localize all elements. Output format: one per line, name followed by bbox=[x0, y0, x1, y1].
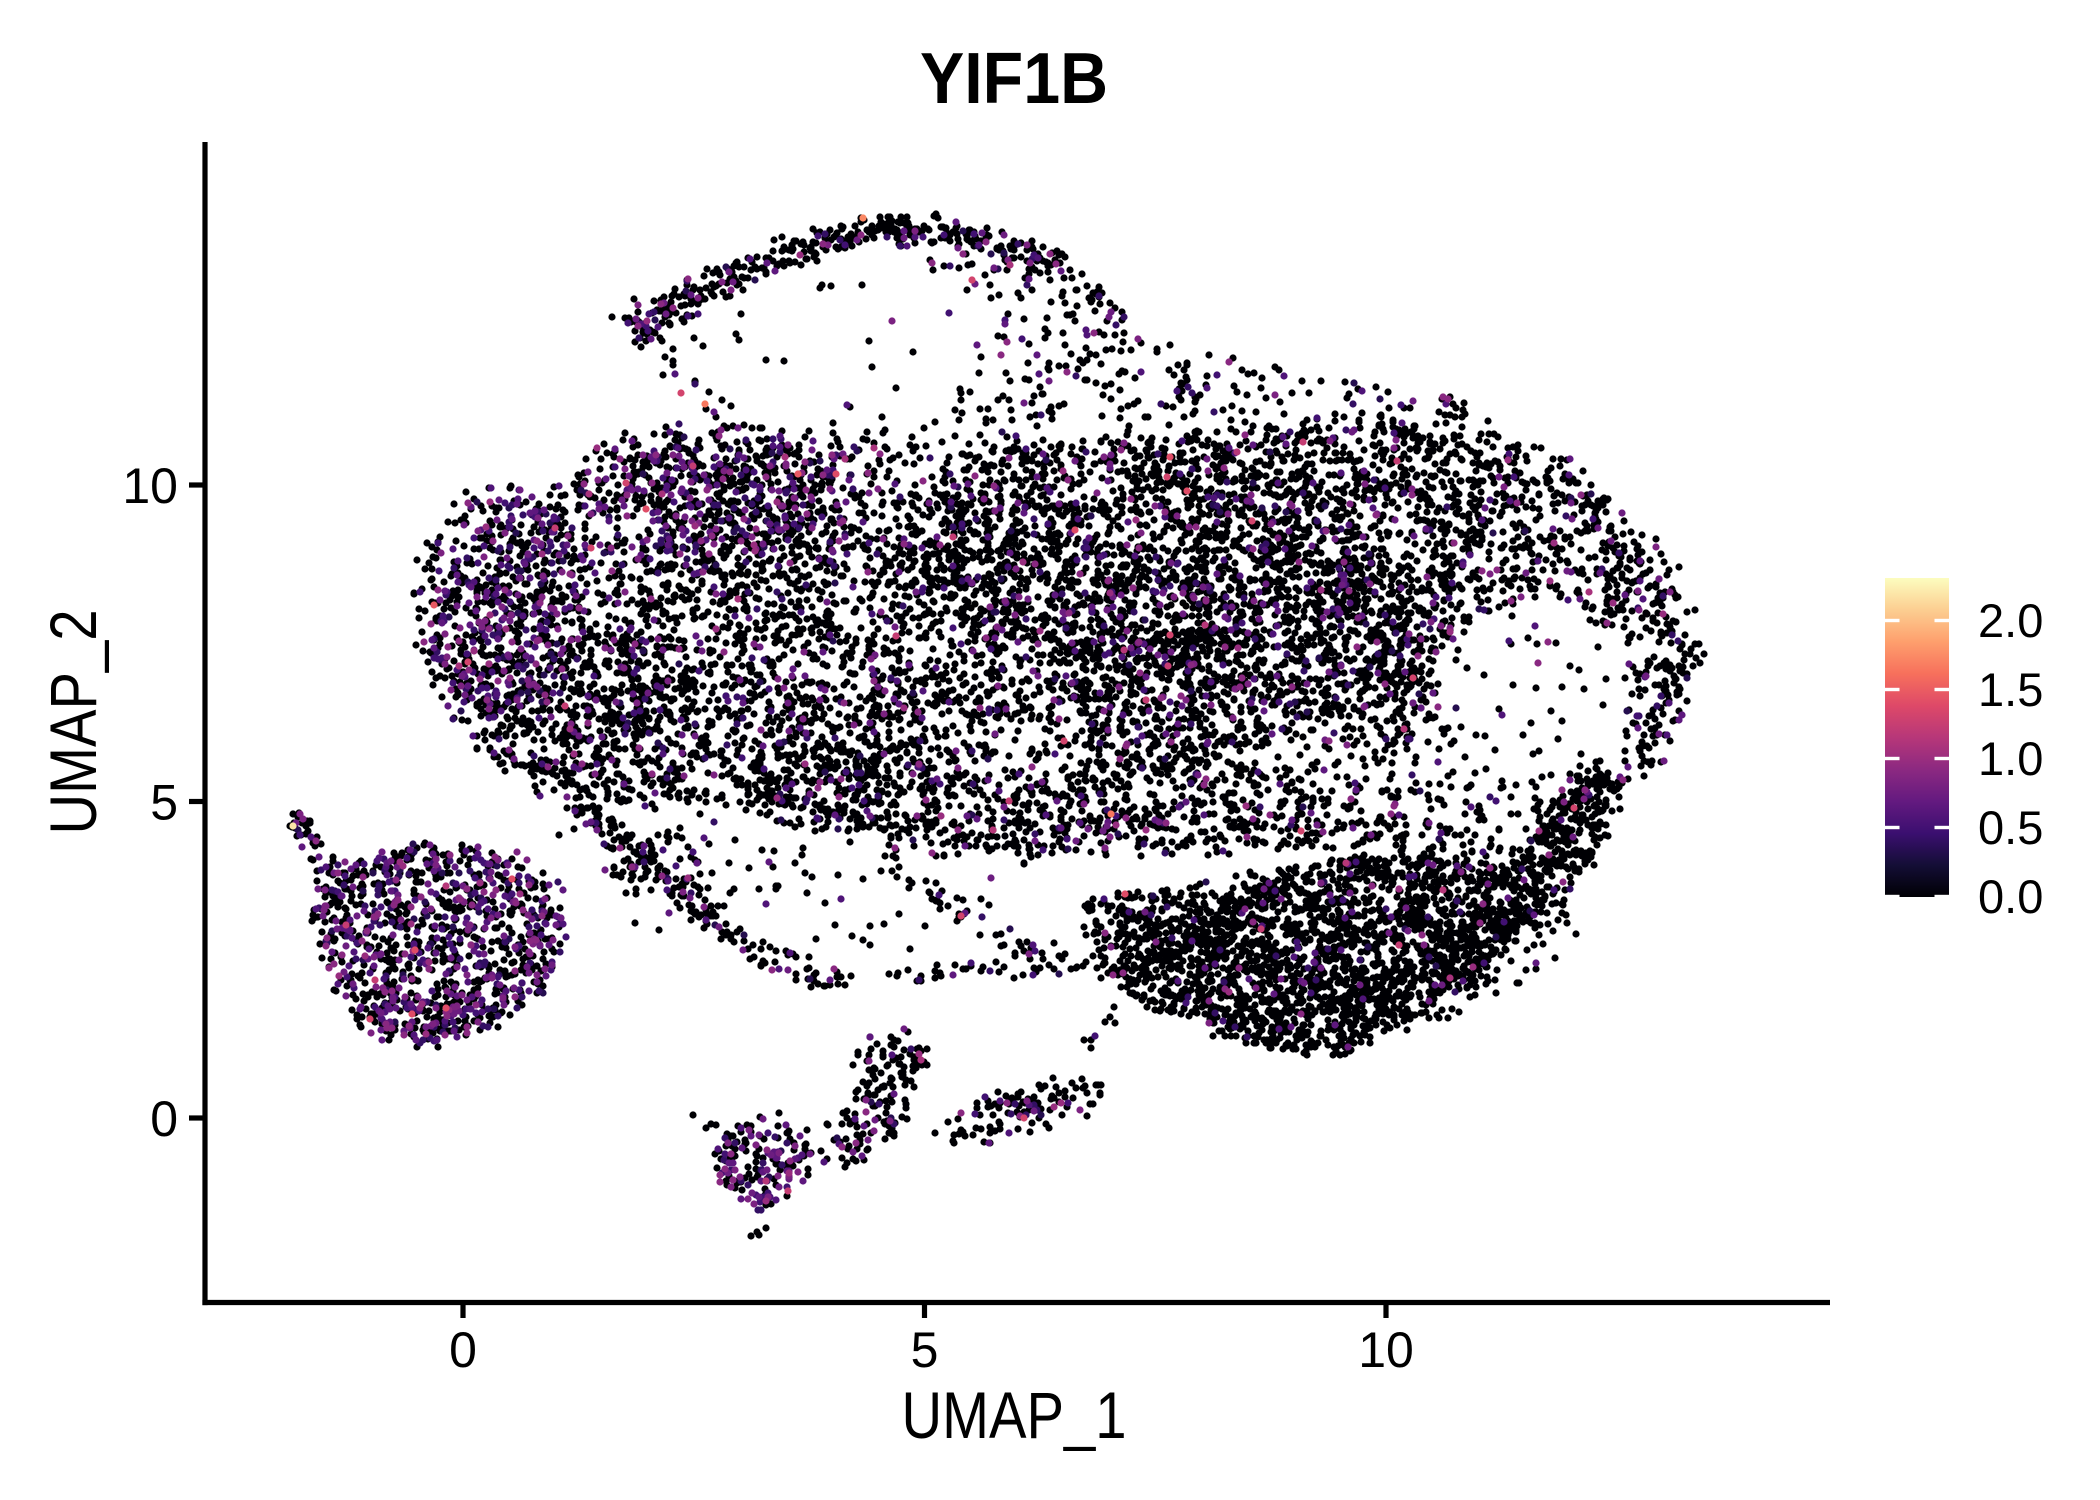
svg-text:10: 10 bbox=[122, 458, 178, 514]
svg-text:UMAP_1: UMAP_1 bbox=[902, 1378, 1127, 1452]
svg-text:UMAP_2: UMAP_2 bbox=[36, 610, 110, 835]
svg-text:10: 10 bbox=[1358, 1322, 1414, 1378]
svg-text:0.0: 0.0 bbox=[1978, 870, 2043, 923]
svg-text:5: 5 bbox=[150, 775, 178, 831]
svg-text:1.5: 1.5 bbox=[1978, 663, 2043, 716]
svg-text:1.0: 1.0 bbox=[1978, 732, 2043, 785]
svg-text:YIF1B: YIF1B bbox=[920, 39, 1108, 119]
svg-text:0: 0 bbox=[449, 1322, 477, 1378]
svg-text:0: 0 bbox=[150, 1091, 178, 1147]
svg-text:2.0: 2.0 bbox=[1978, 594, 2043, 647]
svg-text:5: 5 bbox=[911, 1322, 939, 1378]
svg-text:0.5: 0.5 bbox=[1978, 801, 2043, 854]
